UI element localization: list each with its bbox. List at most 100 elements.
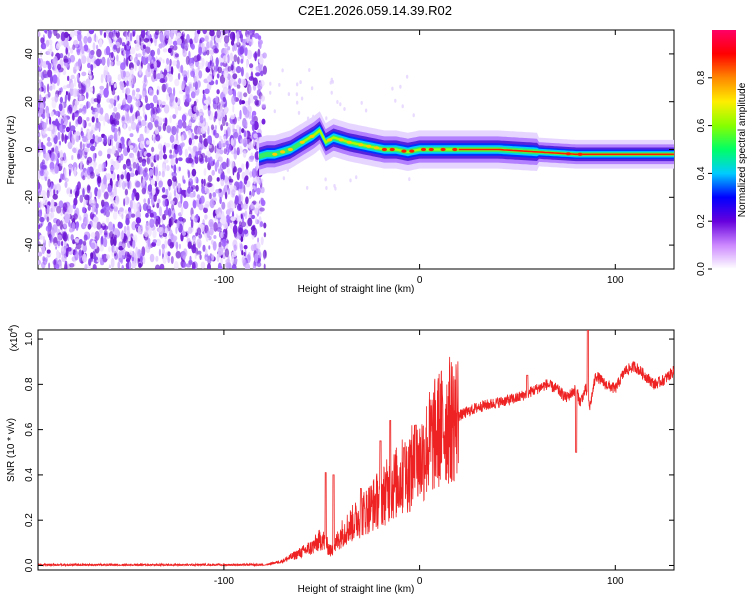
noise-speck	[95, 207, 98, 215]
noise-speck	[171, 204, 175, 211]
noise-speck	[64, 260, 68, 265]
noise-speck	[158, 180, 164, 188]
noise-speck	[63, 114, 67, 122]
noise-speck	[231, 254, 234, 264]
noise-speck	[200, 195, 205, 204]
noise-speck	[164, 227, 169, 234]
noise-speck	[184, 43, 189, 49]
noise-speck	[112, 211, 118, 220]
noise-speck	[54, 165, 59, 174]
noise-speck	[226, 168, 231, 174]
noise-speck	[330, 90, 333, 95]
noise-speck	[46, 189, 50, 199]
ridge-bead	[309, 134, 315, 138]
noise-speck	[158, 248, 161, 257]
noise-speck	[170, 158, 176, 166]
noise-speck	[221, 238, 227, 247]
noise-speck	[94, 141, 97, 148]
noise-speck	[103, 225, 109, 230]
snr-multiplier: (x104)	[8, 325, 20, 352]
noise-speck	[242, 150, 247, 158]
noise-speck	[249, 63, 254, 69]
noise-speck	[126, 94, 133, 104]
noise-speck	[349, 178, 352, 183]
noise-speck	[233, 81, 238, 87]
noise-speck	[141, 187, 146, 195]
noise-speck	[75, 65, 80, 71]
noise-speck	[110, 51, 114, 59]
noise-speck	[251, 229, 256, 236]
noise-speck	[232, 32, 236, 43]
noise-speck	[269, 90, 272, 95]
noise-speck	[47, 30, 52, 39]
noise-speck	[223, 175, 229, 183]
noise-speck	[46, 207, 51, 217]
noise-speck	[339, 102, 342, 107]
noise-speck	[188, 181, 191, 188]
noise-speck	[111, 138, 114, 147]
noise-speck	[64, 134, 67, 144]
noise-speck	[252, 200, 257, 205]
noise-speck	[152, 239, 157, 244]
noise-speck	[138, 263, 142, 268]
noise-speck	[122, 163, 127, 170]
noise-speck	[251, 214, 256, 220]
noise-speck	[111, 180, 114, 189]
noise-speck	[142, 82, 147, 93]
colorbar-ticks: 0.0 0.2 0.4 0.6 0.8	[696, 70, 712, 276]
noise-speck	[161, 187, 166, 193]
noise-speck	[219, 74, 226, 84]
noise-speck	[262, 65, 267, 75]
noise-speck	[124, 104, 130, 112]
noise-speck	[205, 256, 208, 262]
noise-speck	[154, 113, 157, 120]
noise-speck	[152, 94, 158, 104]
noise-speck	[220, 172, 225, 182]
noise-speck	[215, 189, 220, 194]
noise-speck	[233, 132, 239, 139]
noise-speck	[168, 218, 172, 228]
noise-speck	[40, 71, 45, 81]
noise-speck	[120, 174, 124, 180]
noise-speck	[43, 96, 46, 102]
noise-speck	[146, 156, 151, 165]
noise-speck	[175, 96, 178, 103]
noise-speck	[88, 50, 94, 60]
noise-speck	[82, 188, 85, 198]
noise-speck	[172, 45, 178, 51]
noise-speck	[253, 95, 258, 101]
noise-speck	[72, 44, 76, 51]
noise-speck	[155, 218, 159, 227]
noise-speck	[215, 111, 218, 119]
noise-speck	[95, 117, 99, 123]
noise-speck	[93, 256, 99, 261]
ridge-bead	[338, 138, 344, 142]
noise-speck	[230, 216, 236, 221]
noise-speck	[135, 93, 140, 100]
noise-speck	[218, 168, 221, 174]
noise-speck	[194, 253, 197, 259]
noise-speck	[159, 263, 165, 269]
noise-speck	[149, 253, 155, 263]
noise-speck	[183, 94, 186, 103]
noise-speck	[249, 119, 255, 126]
noise-speck	[287, 92, 291, 97]
noise-speck	[187, 69, 190, 79]
noise-speck	[154, 38, 157, 47]
noise-speck	[96, 48, 102, 58]
noise-speck	[239, 99, 242, 105]
noise-speck	[112, 188, 117, 197]
noise-speck	[151, 188, 156, 196]
noise-speck	[140, 30, 146, 39]
noise-speck	[139, 140, 145, 149]
noise-speck	[175, 106, 178, 116]
snr-frame	[37, 329, 675, 571]
noise-speck	[238, 78, 242, 85]
noise-speck	[44, 30, 48, 35]
noise-speck	[110, 150, 116, 155]
noise-speck	[196, 177, 199, 184]
noise-speck	[239, 243, 243, 252]
noise-speck	[59, 149, 64, 159]
noise-speck	[185, 125, 189, 132]
noise-speck	[259, 79, 265, 87]
